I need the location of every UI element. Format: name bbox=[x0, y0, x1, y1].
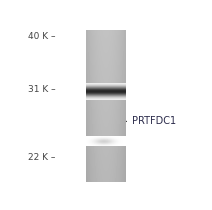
Text: PRTFDC1: PRTFDC1 bbox=[132, 116, 177, 126]
Text: 31 K –: 31 K – bbox=[28, 85, 56, 94]
Text: 40 K –: 40 K – bbox=[28, 32, 56, 41]
Text: 22 K –: 22 K – bbox=[28, 153, 56, 162]
